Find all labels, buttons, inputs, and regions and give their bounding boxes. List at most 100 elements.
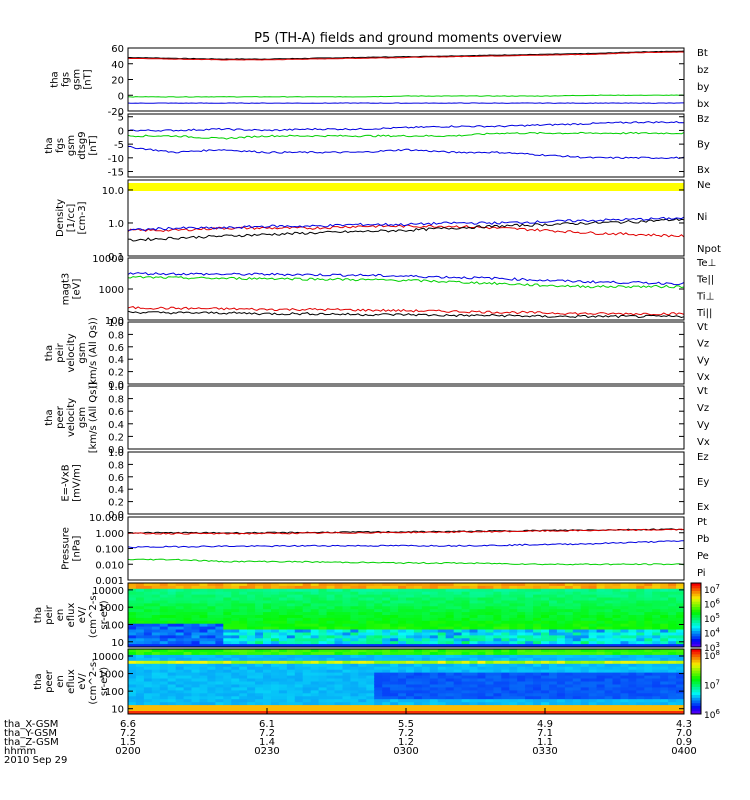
spectrogram-cell	[135, 690, 145, 694]
spectrogram-cell	[374, 693, 383, 697]
spectrogram-cell	[493, 672, 502, 677]
y-tick-label: 0.1	[108, 252, 124, 263]
spectrogram-cell	[477, 597, 486, 601]
spectrogram-cell	[469, 675, 478, 680]
spectrogram-cell	[183, 678, 192, 682]
spectrogram-cell	[660, 660, 669, 665]
spectrogram-cell	[175, 693, 185, 697]
spectrogram-cell	[271, 597, 280, 601]
panel-frame	[127, 516, 685, 581]
legend-entry: By	[697, 140, 710, 151]
spectrogram-cell	[207, 623, 216, 628]
spectrogram-cell	[135, 615, 145, 619]
spectrogram-cell	[668, 666, 677, 671]
spectrogram-cell	[151, 669, 161, 674]
spectrogram-cell	[652, 603, 661, 607]
spectrogram-cell	[421, 649, 431, 653]
spectrogram-cell	[564, 663, 574, 668]
spectrogram-cell	[517, 705, 526, 709]
spectrogram-cell	[580, 687, 590, 691]
spectrogram-cell	[485, 666, 494, 671]
spectrogram-cell	[374, 594, 383, 598]
spectrogram-cell	[199, 660, 208, 665]
y-axis-label: (cm^2-s-	[88, 591, 99, 638]
spectrogram-cell	[358, 600, 367, 604]
spectrogram-cell	[580, 597, 590, 601]
spectrogram-cell	[247, 594, 256, 598]
spectrogram-cell	[636, 638, 645, 642]
y-axis-label: sr-eV)	[99, 667, 110, 696]
spectrogram-cell	[167, 603, 177, 607]
spectrogram-cell	[652, 690, 661, 694]
spectrogram-cell	[517, 638, 526, 642]
spectrogram-cell	[580, 623, 590, 628]
spectrogram-cell	[676, 681, 685, 685]
spectrogram-cell	[255, 594, 264, 598]
spectrogram-cell	[382, 644, 391, 648]
spectrogram-cell	[445, 660, 455, 665]
legend-entry: Te⊥	[696, 258, 716, 269]
spectrogram-cell	[604, 609, 613, 613]
spectrogram-cell	[231, 585, 240, 590]
spectrogram-cell	[135, 654, 145, 659]
colorbar-frame	[690, 648, 702, 715]
spectrogram-cell	[644, 705, 653, 709]
spectrogram-cell	[564, 623, 574, 628]
y-tick-label: 100	[105, 316, 124, 327]
spectrogram-cell	[183, 620, 192, 625]
spectrogram-cell	[247, 635, 256, 639]
spectrogram-cell	[429, 672, 439, 677]
colorbar-step	[691, 596, 701, 600]
spectrogram-cell	[374, 696, 383, 700]
spectrogram-cell	[485, 663, 494, 668]
spectrogram-cell	[143, 617, 153, 622]
spectrogram-cell	[191, 672, 200, 677]
spectrogram-cell	[215, 583, 224, 587]
legend-entry: Pb	[697, 534, 709, 545]
spectrogram-cell	[668, 597, 677, 601]
colorbar-step	[691, 644, 701, 648]
spectrogram-cell	[398, 644, 407, 648]
spectrogram-cell	[485, 675, 494, 680]
spectrogram-cell	[231, 681, 240, 685]
spectrogram-cell	[517, 696, 526, 700]
spectrogram-cell	[342, 597, 351, 601]
spectrogram-cell	[358, 690, 367, 694]
spectrogram-cell	[278, 684, 288, 688]
spectrogram-cell	[215, 606, 224, 610]
spectrogram-cell	[326, 623, 335, 628]
spectrogram-cell	[564, 612, 574, 616]
spectrogram-cell	[572, 635, 582, 639]
spectrogram-cell	[326, 626, 335, 630]
spectrogram-cell	[183, 652, 192, 656]
spectrogram-cell	[453, 669, 463, 674]
y-tick-label: 0	[118, 126, 124, 137]
spectrogram-cell	[239, 591, 248, 596]
spectrogram-cell	[374, 663, 383, 668]
spectrogram-cell	[493, 702, 502, 706]
spectrogram-cell	[676, 699, 685, 703]
spectrogram-cell	[437, 693, 447, 697]
spectrogram-cell	[485, 644, 494, 648]
spectrogram-cell	[660, 620, 669, 625]
spectrogram-cell	[549, 657, 558, 662]
spectrogram-cell	[223, 609, 232, 613]
spectrogram-cell	[286, 693, 296, 697]
spectrogram-cell	[517, 615, 526, 619]
colorbar-step	[691, 615, 701, 619]
colorbar-step	[691, 620, 701, 624]
spectrogram-cell	[398, 702, 407, 706]
spectrogram-cell	[668, 663, 677, 668]
spectrogram-cell	[302, 702, 312, 706]
spectrogram-cell	[263, 620, 272, 625]
colorbar-step	[691, 623, 701, 627]
spectrogram-cell	[636, 690, 645, 694]
spectrogram-cell	[580, 693, 590, 697]
spectrogram-cell	[413, 699, 423, 703]
spectrogram-cell	[628, 652, 637, 656]
spectrogram-cell	[525, 626, 534, 630]
spectrogram-cell	[525, 617, 534, 622]
spectrogram-cell	[453, 606, 463, 610]
time-axis-row-label: tha_Z-GSM	[4, 737, 59, 748]
spectrogram-cell	[636, 591, 645, 596]
